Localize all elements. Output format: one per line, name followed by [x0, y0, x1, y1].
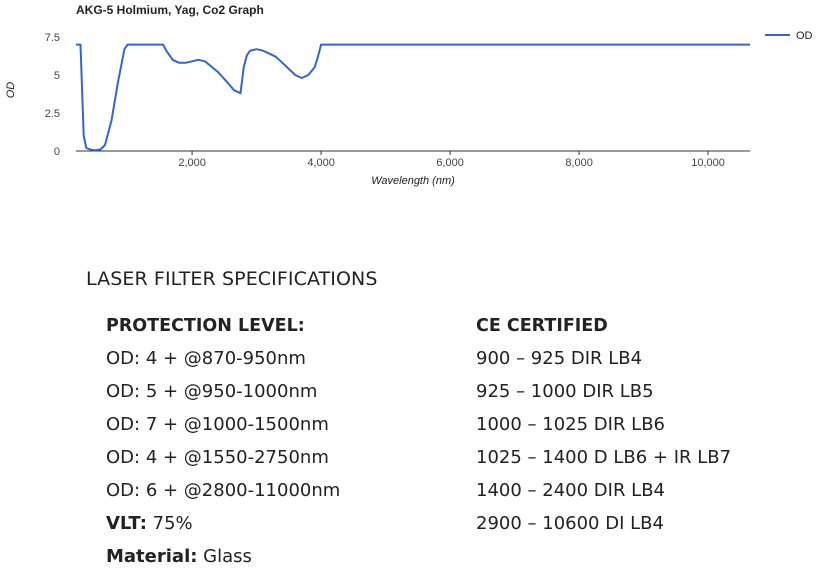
protection-level-column: PROTECTION LEVEL: OD: 4 + @870-950nm OD:… [106, 312, 340, 576]
protection-row: OD: 4 + @870-950nm [106, 348, 306, 369]
x-axis-label: Wavelength (nm) [371, 175, 455, 187]
series-line-od [76, 43, 750, 152]
od-chart: AKG-5 Holmium, Yag, Co2 Graph 0 2.5 5 7.5 2,… [5, 3, 813, 187]
material-value: Glass [197, 546, 252, 567]
y-tick-label: 2.5 [45, 108, 60, 120]
ce-certified-column: CE CERTIFIED 900 – 925 DIR LB4 925 – 100… [476, 312, 731, 543]
y-tick-label: 0 [54, 146, 60, 158]
ce-row: 2900 – 10600 DI LB4 [476, 513, 664, 534]
vlt-value: 75% [146, 513, 193, 534]
ce-certified-header: CE CERTIFIED [476, 316, 608, 336]
material-row: Material: Glass [106, 543, 340, 576]
x-tick-label: 4,000 [307, 157, 335, 169]
protection-row: OD: 7 + @1000-1500nm [106, 414, 329, 435]
specs-title: LASER FILTER SPECIFICATIONS [86, 268, 378, 290]
protection-level-header: PROTECTION LEVEL: [106, 316, 305, 336]
protection-row: OD: 5 + @950-1000nm [106, 381, 318, 402]
vlt-row: VLT: 75% [106, 510, 340, 543]
protection-row: OD: 6 + @2800-11000nm [106, 480, 341, 501]
ce-row: 925 – 1000 DIR LB5 [476, 381, 654, 402]
vlt-label: VLT: [106, 513, 147, 534]
x-tick-label: 2,000 [178, 157, 206, 169]
ce-row: 1025 – 1400 D LB6 + IR LB7 [476, 447, 732, 468]
ce-row: 1000 – 1025 DIR LB6 [476, 414, 666, 435]
y-tick-label: 5 [54, 70, 60, 82]
x-tick-label: 6,000 [436, 157, 464, 169]
protection-row: OD: 4 + @1550-2750nm [106, 447, 329, 468]
y-axis-label: OD [5, 82, 17, 99]
ce-row: 900 – 925 DIR LB4 [476, 348, 643, 369]
x-tick-label: 10,000 [691, 157, 725, 169]
y-tick-label: 7.5 [45, 32, 60, 44]
x-tick-label: 8,000 [565, 157, 593, 169]
material-label: Material: [106, 546, 198, 567]
chart-title: AKG-5 Holmium, Yag, Co2 Graph [76, 3, 264, 17]
ce-row: 1400 – 2400 DIR LB4 [476, 480, 666, 501]
legend-label: OD [796, 30, 813, 42]
chart-legend: OD [765, 30, 813, 42]
